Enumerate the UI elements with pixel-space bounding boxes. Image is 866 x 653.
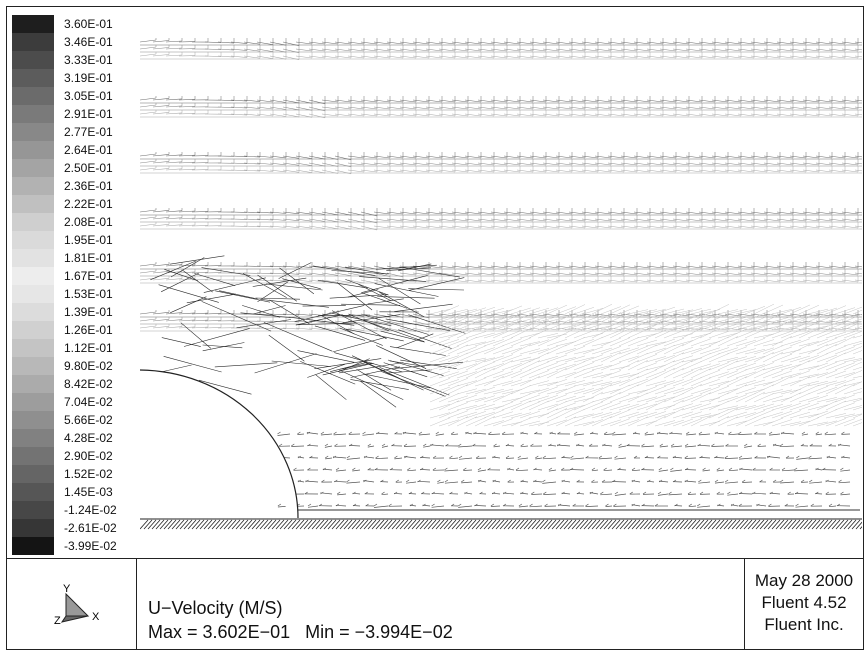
colorbar-label: 1.26E-01 — [64, 323, 113, 337]
colorbar-swatch — [12, 177, 54, 196]
colorbar-label: -2.61E-02 — [64, 521, 117, 535]
colorbar-swatch — [12, 357, 54, 376]
colorbar-label: 3.19E-01 — [64, 71, 113, 85]
colorbar-swatch — [12, 339, 54, 358]
colorbar-label: 1.52E-02 — [64, 467, 113, 481]
company-name: Fluent Inc. — [764, 615, 844, 634]
colorbar-label: 2.50E-01 — [64, 161, 113, 175]
colorbar-label: 2.91E-01 — [64, 107, 113, 121]
velocity-vectors — [140, 38, 862, 511]
cylinder-outline — [140, 369, 299, 519]
colorbar-label: 3.46E-01 — [64, 35, 113, 49]
colorbar-swatch — [12, 429, 54, 448]
axis-x-label: X — [92, 611, 100, 623]
colorbar-label: 1.67E-01 — [64, 269, 113, 283]
colorbar-swatch — [12, 51, 54, 70]
colorbar-swatch — [12, 501, 54, 520]
cylinder-fill — [140, 374, 142, 376]
colorbar-label: 1.12E-01 — [64, 341, 113, 355]
colorbar-swatch — [12, 483, 54, 502]
colorbar-label: -1.24E-02 — [64, 503, 117, 517]
colorbar — [12, 15, 54, 555]
colorbar-label: 2.08E-01 — [64, 215, 113, 229]
colorbar-label: 5.66E-02 — [64, 413, 113, 427]
colorbar-swatch — [12, 285, 54, 304]
colorbar-label: 3.60E-01 — [64, 17, 113, 31]
colorbar-label: 2.22E-01 — [64, 197, 113, 211]
colorbar-swatch — [12, 159, 54, 178]
vector-plot — [140, 38, 862, 530]
colorbar-swatch — [12, 393, 54, 412]
colorbar-swatch — [12, 33, 54, 52]
colorbar-swatch — [12, 141, 54, 160]
colorbar-swatch — [12, 519, 54, 538]
colorbar-label: 4.28E-02 — [64, 431, 113, 445]
plot-metadata: May 28 2000 Fluent 4.52 Fluent Inc. — [745, 570, 863, 636]
variable-title: U−Velocity (M/S) — [148, 598, 283, 618]
colorbar-label: 8.42E-02 — [64, 377, 113, 391]
variable-minmax: Max = 3.602E−01 Min = −3.994E−02 — [148, 622, 453, 642]
colorbar-swatch — [12, 123, 54, 142]
software-version: Fluent 4.52 — [761, 593, 847, 612]
colorbar-swatch — [12, 267, 54, 286]
colorbar-label: 1.81E-01 — [64, 251, 113, 265]
plot-date: May 28 2000 — [754, 571, 854, 590]
colorbar-label: 1.45E-03 — [64, 485, 113, 499]
colorbar-label: 3.33E-01 — [64, 53, 113, 67]
colorbar-label: 2.90E-02 — [64, 449, 113, 463]
footer-divider-meta — [744, 558, 745, 650]
axis-y-label: Y — [63, 583, 71, 595]
axes-triad-icon: Y X Z — [54, 583, 100, 627]
wall-hatch — [140, 519, 862, 530]
colorbar-swatch — [12, 87, 54, 106]
footer-divider — [6, 558, 864, 559]
colorbar-label: 7.04E-02 — [64, 395, 113, 409]
colorbar-swatch — [12, 249, 54, 268]
colorbar-label: 9.80E-02 — [64, 359, 113, 373]
colorbar-label: 3.05E-01 — [64, 89, 113, 103]
colorbar-label: 1.53E-01 — [64, 287, 113, 301]
footer: Y X Z U−Velocity (M/S) Max = 3.602E−01 M… — [6, 558, 864, 650]
colorbar-swatch — [12, 105, 54, 124]
colorbar-label: 2.64E-01 — [64, 143, 113, 157]
colorbar-label: 2.36E-01 — [64, 179, 113, 193]
colorbar-label: 1.95E-01 — [64, 233, 113, 247]
footer-divider-axes — [136, 558, 137, 650]
colorbar-label: 2.77E-01 — [64, 125, 113, 139]
colorbar-swatch — [12, 195, 54, 214]
colorbar-swatch — [12, 321, 54, 340]
colorbar-swatch — [12, 15, 54, 34]
colorbar-swatch — [12, 375, 54, 394]
colorbar-swatch — [12, 447, 54, 466]
colorbar-label: 1.39E-01 — [64, 305, 113, 319]
colorbar-swatch — [12, 231, 54, 250]
colorbar-swatch — [12, 213, 54, 232]
colorbar-swatch — [12, 303, 54, 322]
colorbar-label: -3.99E-02 — [64, 539, 117, 553]
colorbar-swatch — [12, 537, 54, 555]
colorbar-swatch — [12, 69, 54, 88]
colorbar-swatch — [12, 465, 54, 484]
axis-z-label: Z — [54, 615, 61, 627]
colorbar-labels: 3.60E-01 3.46E-01 3.33E-01 3.19E-01 3.05E-01… — [64, 15, 154, 555]
colorbar-swatch — [12, 411, 54, 430]
